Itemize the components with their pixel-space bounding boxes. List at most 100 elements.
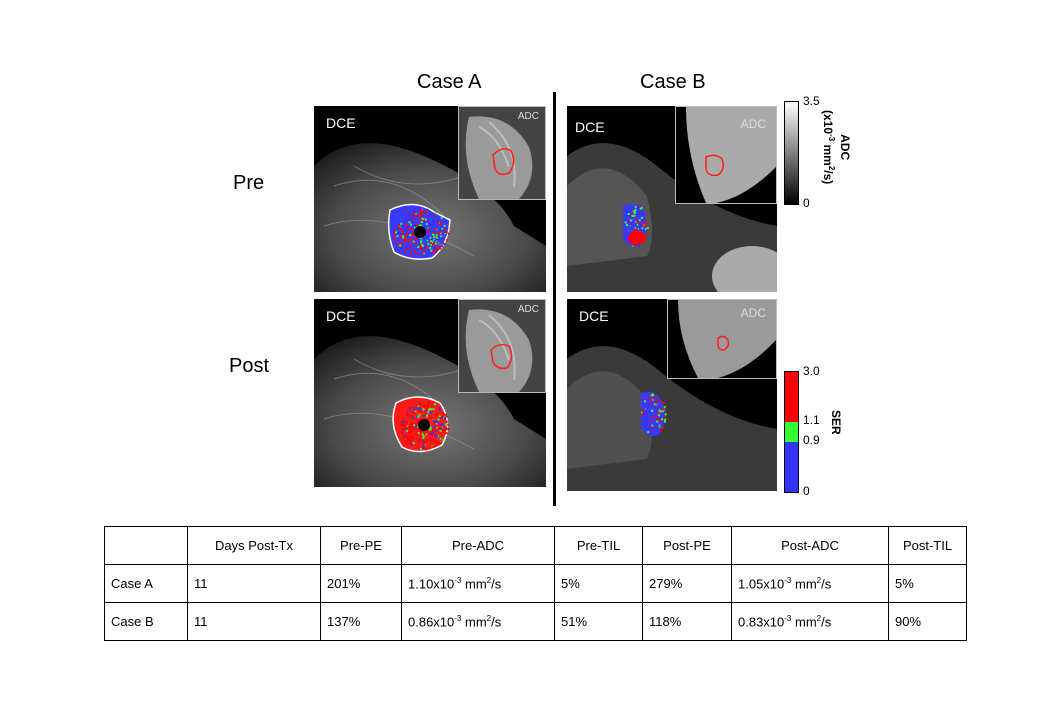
ser-speckle bbox=[429, 439, 432, 442]
ser-speckle bbox=[445, 231, 448, 234]
ser-speckle bbox=[431, 443, 434, 445]
ser-speckle bbox=[428, 227, 431, 230]
ser-speckle bbox=[650, 432, 653, 435]
ser-speckle bbox=[401, 432, 404, 435]
ser-speckle bbox=[424, 440, 427, 443]
ser-colorbar-title: SER bbox=[829, 410, 843, 435]
ser-speckle bbox=[443, 243, 446, 246]
ser-speckle bbox=[397, 243, 399, 246]
ser-speckle bbox=[435, 404, 438, 407]
ser-speckle bbox=[405, 239, 408, 242]
ser-speckle bbox=[412, 410, 414, 413]
ser-speckle bbox=[447, 232, 450, 235]
ser-speckle bbox=[430, 408, 433, 411]
ser-speckle bbox=[433, 248, 436, 251]
ser-speckle bbox=[435, 424, 438, 427]
ser-speckle bbox=[406, 413, 409, 416]
ser-speckle bbox=[447, 423, 450, 426]
ser-speckle bbox=[403, 427, 405, 430]
ser-speckle bbox=[663, 406, 666, 409]
ser-speckle bbox=[645, 231, 648, 234]
ser-speckle bbox=[651, 409, 654, 412]
ser-speckle bbox=[402, 231, 404, 233]
ser-speckle bbox=[661, 426, 664, 429]
ser-speckle bbox=[437, 221, 439, 224]
ser-colorbar bbox=[784, 371, 799, 493]
ser-speckle bbox=[435, 234, 438, 237]
ser-colorbar-mid-low: 0.9 bbox=[803, 433, 820, 447]
ser-speckle bbox=[438, 228, 441, 231]
ser-speckle bbox=[401, 235, 404, 238]
ser-speckle bbox=[649, 417, 652, 420]
adc-colorbar-unit: (x10-3 mm2/s) bbox=[821, 110, 836, 185]
ser-speckle bbox=[434, 445, 437, 447]
ser-speckle bbox=[659, 419, 662, 422]
ser-speckle bbox=[660, 402, 663, 405]
ser-speckle bbox=[440, 226, 443, 229]
table-header-cell: Pre-TIL bbox=[554, 526, 643, 565]
ser-speckle bbox=[410, 233, 413, 236]
ser-speckle bbox=[633, 228, 636, 231]
ser-speckle bbox=[409, 436, 412, 439]
ser-speckle bbox=[629, 219, 632, 222]
ser-speckle bbox=[394, 237, 397, 240]
table-header-cell: Post-TIL bbox=[888, 526, 967, 565]
ser-speckle bbox=[628, 215, 631, 218]
ser-speckle bbox=[413, 412, 416, 415]
ser-colorbar-max: 3.0 bbox=[803, 364, 820, 378]
ser-speckle bbox=[434, 239, 437, 242]
ser-speckle bbox=[412, 209, 415, 212]
ser-speckle bbox=[422, 432, 425, 435]
ser-speckle bbox=[627, 213, 630, 215]
ser-speckle bbox=[414, 227, 417, 229]
table-header-cell bbox=[104, 526, 188, 565]
ser-speckle bbox=[412, 231, 415, 234]
ser-speckle bbox=[638, 204, 641, 206]
ser-speckle bbox=[443, 423, 446, 426]
ser-speckle bbox=[406, 247, 409, 250]
ser-speckle bbox=[431, 405, 434, 408]
ser-speckle bbox=[432, 250, 434, 253]
table-header-cell: Pre-PE bbox=[320, 526, 402, 565]
ser-speckle bbox=[629, 232, 632, 235]
ser-speckle bbox=[433, 232, 436, 235]
ser-speckle bbox=[432, 242, 435, 245]
ser-speckle bbox=[655, 408, 658, 410]
row-label-post: Post bbox=[229, 355, 270, 377]
ser-speckle bbox=[400, 228, 403, 231]
adc-colorbar-max: 3.5 bbox=[803, 94, 820, 108]
ser-speckle bbox=[416, 213, 419, 216]
ser-speckle bbox=[444, 227, 447, 230]
ser-speckle bbox=[410, 238, 413, 241]
case-b-pre-adc-inset: ADC bbox=[675, 106, 777, 204]
ser-speckle bbox=[659, 426, 661, 429]
ser-speckle bbox=[419, 212, 422, 215]
ser-speckle bbox=[422, 210, 425, 213]
case-b-post-adc-inset: ADC bbox=[667, 299, 777, 379]
ser-speckle bbox=[426, 405, 429, 408]
ser-speckle bbox=[421, 439, 424, 442]
table-cell: 11 bbox=[187, 602, 321, 641]
ser-speckle bbox=[432, 431, 435, 434]
ser-speckle bbox=[406, 234, 409, 237]
ser-speckle bbox=[656, 409, 659, 411]
ser-speckle bbox=[437, 222, 440, 225]
ser-speckle bbox=[414, 410, 417, 413]
ser-speckle bbox=[642, 219, 645, 222]
ser-speckle bbox=[419, 418, 422, 421]
ser-speckle bbox=[437, 418, 440, 421]
ser-speckle bbox=[408, 211, 410, 214]
ser-speckle bbox=[634, 218, 637, 221]
ser-speckle bbox=[426, 246, 429, 249]
ser-speckle bbox=[661, 418, 663, 421]
ser-speckle bbox=[439, 417, 442, 419]
ser-speckle bbox=[643, 406, 646, 409]
ser-speckle bbox=[415, 423, 418, 425]
ser-speckle bbox=[409, 252, 412, 255]
ser-speckle bbox=[405, 233, 408, 235]
ser-speckle bbox=[640, 204, 643, 207]
ser-speckle bbox=[654, 429, 657, 431]
ser-speckle bbox=[419, 438, 422, 441]
ser-speckle bbox=[442, 438, 445, 441]
ser-speckle bbox=[646, 423, 648, 426]
